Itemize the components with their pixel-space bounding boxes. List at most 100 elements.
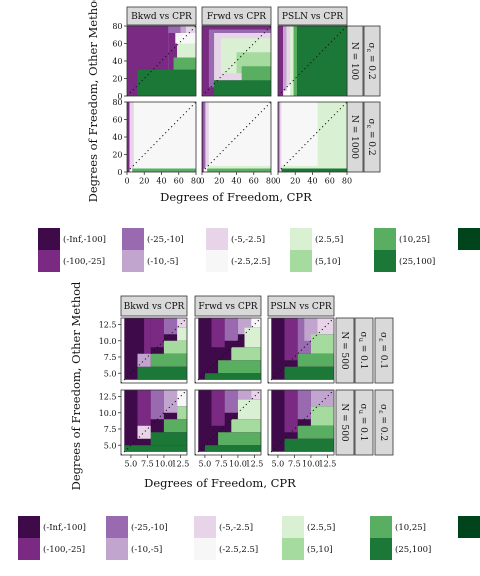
panel-frame [267, 389, 335, 456]
heatmap-cell [231, 419, 261, 433]
facet-strip-column [267, 295, 335, 317]
facet-column-label: PSLN vs CPR [282, 12, 343, 22]
x-tick-label: 60 [325, 177, 335, 186]
y-tick-label: 12.5 [99, 393, 117, 402]
x-tick-label: 0 [275, 177, 280, 186]
facet-grid: Bkwd vs CPR Frwd vs CPR PSLN vs CPR N = 100… [86, 0, 381, 204]
legend-key [38, 228, 60, 250]
heatmap-cell [310, 334, 334, 354]
heatmap-cell [297, 425, 334, 439]
facet-strip-row [354, 389, 374, 456]
heatmap-cell [137, 353, 151, 367]
heatmap-cell [317, 318, 334, 335]
heatmap-cell [231, 347, 261, 361]
legend-key [18, 516, 40, 538]
x-tick-label: 0 [199, 177, 204, 186]
legend-key [194, 538, 216, 560]
x-tick-label: 7.5 [288, 460, 301, 469]
y-tick-label: 20 [112, 75, 122, 84]
heatmap-cell [278, 26, 284, 96]
heatmap-cell [173, 57, 196, 70]
legend-key [194, 516, 216, 538]
heatmap-cell [208, 102, 271, 172]
x-tick-label: 40 [231, 177, 241, 186]
heatmap-panel [201, 25, 272, 97]
heatmap-cell [278, 102, 280, 172]
y-axis-title: Degrees of Freedom, Other Method [69, 281, 83, 490]
heatmap-panel: 5.07.510.012.5 [99, 317, 188, 384]
identity-line [194, 389, 262, 456]
heatmap-cell [150, 353, 187, 367]
heatmap-cell [202, 102, 204, 172]
heatmap-panel: 0 20 40 60 80 [112, 22, 197, 101]
x-tick-label: 12.5 [245, 460, 263, 469]
y-tick-label: 60 [112, 40, 122, 49]
y-tick-label: 60 [112, 116, 122, 125]
x-tick-label: 60 [174, 177, 184, 186]
y-tick-label: 20 [112, 151, 122, 160]
heatmap-panel [194, 317, 262, 384]
x-tick-label: 5.0 [272, 460, 285, 469]
legend-key [458, 228, 480, 250]
legend-key [122, 228, 144, 250]
facet-strip-column [277, 6, 348, 26]
heatmap-cell [205, 102, 209, 167]
y-tick-label: 7.5 [104, 425, 117, 434]
x-axis-title: Degrees of Freedom, CPR [160, 190, 312, 204]
y-tick-label: 5.0 [104, 441, 117, 450]
legend-key [206, 228, 228, 250]
facet-strip-column [194, 295, 262, 317]
facet-strip-row [374, 389, 394, 456]
heatmap-cell [278, 102, 279, 172]
legend-label: (-25,-10] [131, 522, 168, 533]
x-tick-label: 60 [249, 177, 259, 186]
heatmap-cell [283, 26, 287, 91]
legend-label: (-10,-5] [131, 544, 162, 555]
legend-label: (2.5,5] [307, 522, 335, 533]
y-tick-label: 80 [112, 22, 122, 31]
y-tick-label: 0 [117, 92, 122, 101]
heatmap-panel: 5.07.510.012.55.0 7.5 10.012.5 [99, 389, 189, 469]
facet-strip-column [120, 295, 188, 317]
heatmap-cell [144, 318, 151, 354]
heatmap-cell [224, 390, 238, 413]
x-tick-label: 5.0 [199, 460, 212, 469]
heatmap-cell [284, 390, 298, 433]
legend-key [38, 250, 60, 272]
facet-strip-column [201, 6, 272, 26]
x-tick-label: 80 [191, 177, 201, 186]
heatmap-cell [297, 353, 334, 367]
legend-label: (-10,-5] [147, 256, 178, 267]
facet-row-label: σu = 0.1 [357, 332, 368, 370]
legend-label: (5,10] [315, 256, 341, 267]
heatmap-cell [203, 102, 206, 169]
x-tick-label: 40 [156, 177, 166, 186]
legend-key [106, 516, 128, 538]
legend-key [290, 250, 312, 272]
heatmap-cell [237, 399, 261, 420]
heatmap-cell [251, 318, 261, 328]
heatmap-panel [277, 25, 348, 97]
legend-key [370, 516, 392, 538]
legend-key [282, 538, 304, 560]
legend: (-Inf,-100] (-100,-25] (-25,-10] (-10,-5] (-… [38, 228, 480, 272]
heatmap-cell [279, 102, 282, 172]
heatmap-cell [177, 406, 187, 420]
heatmap-cell [297, 390, 311, 420]
y-tick-label: 80 [112, 98, 122, 107]
facet-row-label: σε = 0.2 [365, 42, 376, 79]
facet-row-label: N = 500 [339, 331, 349, 370]
facet-row-label: σε = 0.2 [377, 404, 388, 441]
heatmap-cell [124, 445, 187, 452]
legend-label: (-5,-2.5] [219, 522, 253, 533]
heatmap-cell [168, 26, 181, 33]
facet-row-label: σε = 0.2 [365, 118, 376, 155]
legend-key [282, 516, 304, 538]
heatmap-cell [284, 366, 334, 380]
facet-row-label: N = 1000 [349, 115, 359, 159]
facet-column-label: Frwd vs CPR [198, 302, 257, 312]
heatmap-cell [177, 43, 196, 58]
heatmap-cell [218, 432, 261, 446]
